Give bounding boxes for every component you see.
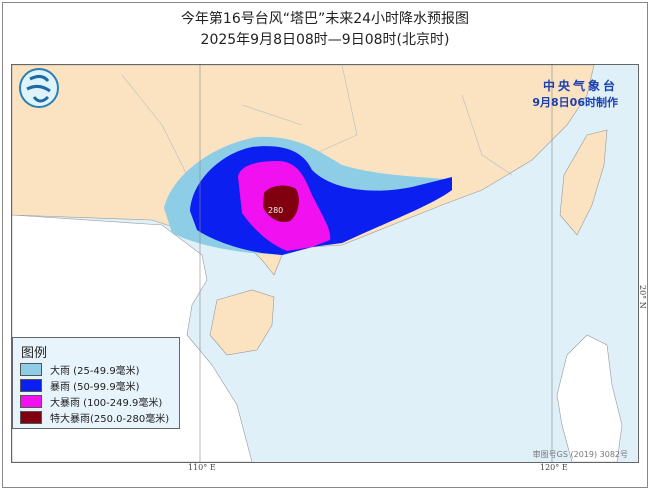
legend-label: 暴雨 (50-99.9毫米): [50, 382, 140, 393]
hainan-land: [209, 289, 275, 356]
legend-swatch: [20, 411, 42, 424]
map-subtitle: 2025年9月8日08时—9日08时(北京时): [200, 32, 450, 48]
legend-item: 暴雨 (50-99.9毫米): [20, 378, 140, 393]
made-time: 9月8日06时制作: [532, 96, 618, 109]
agency-name: 中央气象台: [542, 79, 618, 93]
lon-label-110: 110° E: [188, 463, 216, 472]
legend-label: 大暴雨 (100-249.9毫米): [50, 398, 163, 409]
lat-label-20: 20° N: [638, 285, 647, 309]
lon-label-120: 120° E: [540, 463, 568, 472]
agency-stamp: 中央气象台 9月8日06时制作: [532, 77, 618, 110]
legend-item: 大雨 (25-49.9毫米): [20, 362, 140, 377]
cma-logo: [19, 68, 59, 108]
rain-area-extreme: [263, 185, 299, 223]
map-title: 今年第16号台风“塔巴”未来24小时降水预报图: [180, 11, 470, 27]
review-number: 审图号GS (2019) 3082号: [532, 450, 628, 459]
legend-swatch: [20, 363, 42, 376]
legend: 图例 大雨 (25-49.9毫米) 暴雨 (50-99.9毫米) 大暴雨 (10…: [12, 337, 180, 429]
legend-swatch: [20, 395, 42, 408]
max-rainfall-label: 280: [268, 206, 284, 215]
legend-swatch: [20, 379, 42, 392]
rainfall-map: 280 中央气象台 9月8日06时制作 图例 大雨 (25-49.9毫米) 暴雨…: [11, 64, 639, 463]
legend-label: 特大暴雨(250.0-280毫米): [50, 414, 170, 425]
legend-title: 图例: [21, 346, 48, 361]
legend-item: 特大暴雨(250.0-280毫米): [20, 410, 169, 425]
luzon-land: [556, 334, 623, 462]
legend-label: 大雨 (25-49.9毫米): [50, 366, 140, 377]
legend-item: 大暴雨 (100-249.9毫米): [20, 394, 162, 409]
taiwan-land: [559, 129, 608, 236]
